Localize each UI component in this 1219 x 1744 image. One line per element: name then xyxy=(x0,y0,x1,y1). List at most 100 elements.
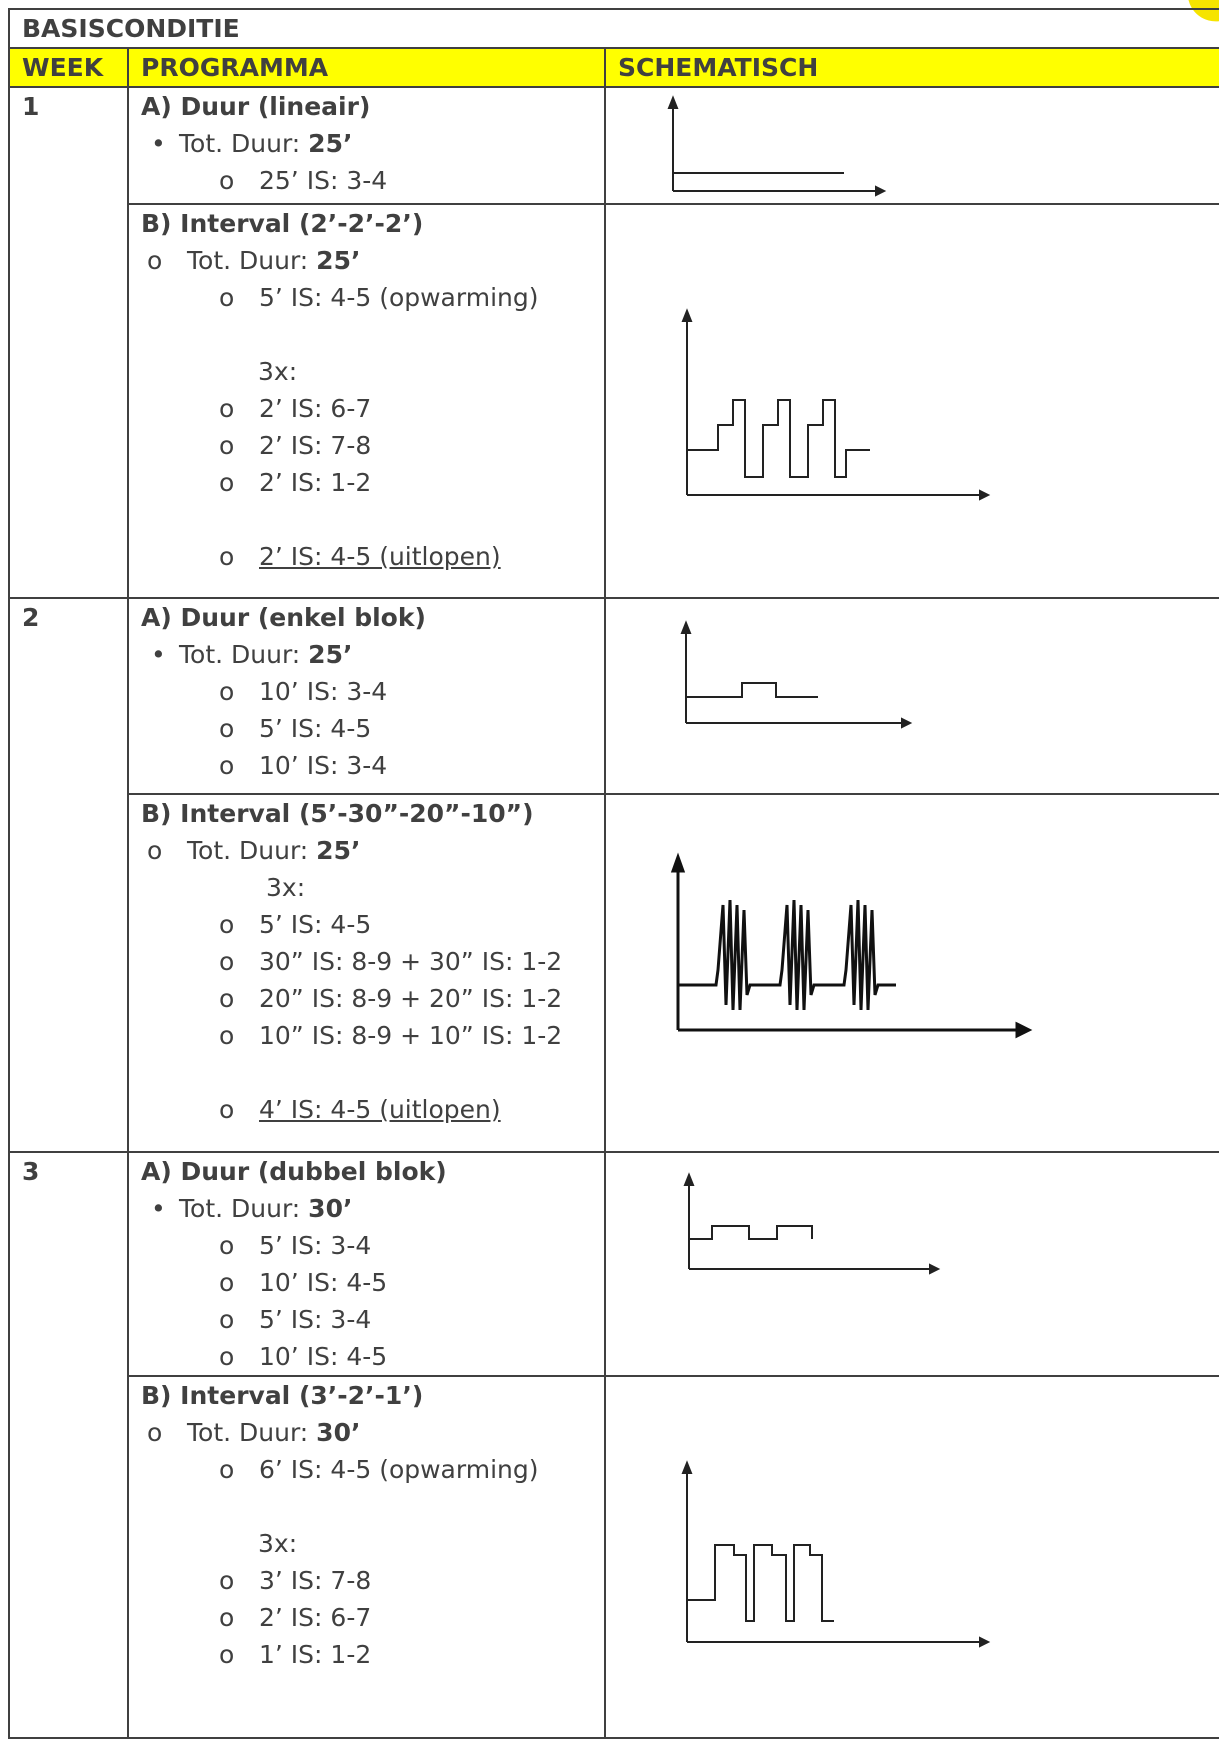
item-text: 5’ IS: 3-4 xyxy=(259,1305,372,1334)
item-text: 5’ IS: 4-5 (opwarming) xyxy=(259,283,539,312)
list-item: o 5’ IS: 4-5 xyxy=(141,906,603,943)
session-title: A) Duur (enkel blok) xyxy=(141,603,426,632)
item-text: 25’ IS: 3-4 xyxy=(259,166,388,195)
session-title: B) Interval (5’-30”-20”-10”) xyxy=(141,799,534,828)
item-text: 10” IS: 8-9 + 10” IS: 1-2 xyxy=(259,1021,563,1050)
week-3-row-b: B) Interval (3’-2’-1’) o Tot. Duur: 30’ o… xyxy=(9,1375,1219,1739)
list-item: o 20” IS: 8-9 + 20” IS: 1-2 xyxy=(141,980,603,1017)
list-item: o 10” IS: 8-9 + 10” IS: 1-2 xyxy=(141,1017,603,1054)
list-item: o 2’ IS: 7-8 xyxy=(141,427,603,464)
item-text: 10’ IS: 4-5 xyxy=(259,1268,388,1297)
item-text: 4’ IS: 4-5 (uitlopen) xyxy=(259,1095,501,1124)
list-item: o 2’ IS: 4-5 (uitlopen) xyxy=(141,538,603,575)
schematic-cell xyxy=(603,793,1219,1153)
total-value: 30’ xyxy=(316,1418,361,1447)
circle-marker: o xyxy=(219,394,235,423)
item-text: 10’ IS: 4-5 xyxy=(259,1342,388,1371)
circle-marker: o xyxy=(147,246,163,275)
total-line: o Tot. Duur: 30’ xyxy=(141,1414,603,1451)
circle-marker: o xyxy=(219,910,235,939)
list-item: o 5’ IS: 4-5 xyxy=(141,710,603,747)
list-item: o 5’ IS: 3-4 xyxy=(141,1301,603,1338)
total-label: Tot. Duur: xyxy=(179,129,309,158)
item-text: 30” IS: 8-9 + 30” IS: 1-2 xyxy=(259,947,563,976)
circle-marker: o xyxy=(219,1342,235,1371)
list-item: o 4’ IS: 4-5 (uitlopen) xyxy=(141,1091,603,1128)
circle-marker: o xyxy=(219,677,235,706)
schematic-cell xyxy=(603,1375,1219,1739)
total-label: Tot. Duur: xyxy=(187,836,317,865)
circle-marker: o xyxy=(219,1455,235,1484)
item-text: 2’ IS: 7-8 xyxy=(259,431,372,460)
schematic-cell xyxy=(603,1151,1219,1377)
spacer xyxy=(141,316,603,353)
list-item: o 25’ IS: 3-4 xyxy=(141,162,603,199)
header-week: WEEK xyxy=(8,47,129,88)
bullet-marker: • xyxy=(151,129,166,158)
item-text: 5’ IS: 4-5 xyxy=(259,910,372,939)
total-line: • Tot. Duur: 25’ xyxy=(141,125,603,162)
bullet-marker: • xyxy=(151,640,166,669)
session-title: B) Interval (2’-2’-2’) xyxy=(141,209,424,238)
total-label: Tot. Duur: xyxy=(187,1418,317,1447)
item-text: 2’ IS: 4-5 (uitlopen) xyxy=(259,542,501,571)
total-label: Tot. Duur: xyxy=(179,640,309,669)
schematic-cell xyxy=(603,203,1219,599)
spacer xyxy=(141,501,603,538)
session-title: B) Interval (3’-2’-1’) xyxy=(141,1381,424,1410)
circle-marker: o xyxy=(219,468,235,497)
circle-marker: o xyxy=(219,1566,235,1595)
item-text: 10’ IS: 3-4 xyxy=(259,751,388,780)
header-program: PROGRAMMA xyxy=(127,47,606,88)
circle-marker: o xyxy=(219,947,235,976)
circle-marker: o xyxy=(219,166,235,195)
item-text: 6’ IS: 4-5 (opwarming) xyxy=(259,1455,539,1484)
circle-marker: o xyxy=(219,542,235,571)
circle-marker: o xyxy=(147,836,163,865)
spacer xyxy=(141,1488,603,1525)
banner-title: BASISCONDITIE xyxy=(7,8,1219,49)
schematic-graph-linear xyxy=(667,95,887,197)
total-value: 30’ xyxy=(308,1194,353,1223)
item-text: 2’ IS: 6-7 xyxy=(259,1603,372,1632)
program-cell: A) Duur (lineair) • Tot. Duur: 25’ o 25’ I… xyxy=(127,86,606,205)
repeat-label: 3x: xyxy=(258,357,298,386)
schematic-graph-interval-bursts xyxy=(670,852,1033,1039)
repeat-label: 3x: xyxy=(266,873,306,902)
total-line: • Tot. Duur: 25’ xyxy=(141,636,603,673)
week-number: 2 xyxy=(8,597,129,1153)
week-1-row-b: B) Interval (2’-2’-2’) o Tot. Duur: 25’ o… xyxy=(9,203,1219,599)
circle-marker: o xyxy=(147,1418,163,1447)
list-item: o 10’ IS: 3-4 xyxy=(141,673,603,710)
item-text: 2’ IS: 6-7 xyxy=(259,394,372,423)
schedule-table: BASISCONDITIE WEEK PROGRAMMA SCHEMATISCH… xyxy=(7,8,1219,1739)
header-row: WEEK PROGRAMMA SCHEMATISCH xyxy=(8,47,1219,88)
circle-marker: o xyxy=(219,1305,235,1334)
schematic-cell xyxy=(603,86,1219,205)
total-label: Tot. Duur: xyxy=(179,1194,309,1223)
bullet-marker: • xyxy=(151,1194,166,1223)
list-item: o 2’ IS: 6-7 xyxy=(141,390,603,427)
program-cell: B) Interval (2’-2’-2’) o Tot. Duur: 25’ o… xyxy=(127,203,606,599)
total-line: o Tot. Duur: 25’ xyxy=(141,832,603,869)
item-text: 1’ IS: 1-2 xyxy=(259,1640,372,1669)
item-text: 10’ IS: 3-4 xyxy=(259,677,388,706)
schematic-graph-double-block xyxy=(683,1172,941,1275)
circle-marker: o xyxy=(219,431,235,460)
schematic-graph-interval xyxy=(681,308,991,501)
week-2-row-a: 2 A) Duur (enkel blok) • Tot. Duur: 25’ o… xyxy=(8,597,1219,1153)
circle-marker: o xyxy=(219,984,235,1013)
week-number: 1 xyxy=(8,86,129,599)
total-value: 25’ xyxy=(316,246,361,275)
schematic-cell xyxy=(603,597,1219,795)
total-line: o Tot. Duur: 25’ xyxy=(141,242,603,279)
list-item: o 10’ IS: 3-4 xyxy=(141,747,603,784)
circle-marker: o xyxy=(219,1268,235,1297)
circle-marker: o xyxy=(219,1603,235,1632)
circle-marker: o xyxy=(219,1095,235,1124)
total-value: 25’ xyxy=(316,836,361,865)
schematic-graph-single-block xyxy=(680,620,913,729)
item-text: 5’ IS: 3-4 xyxy=(259,1231,372,1260)
item-text: 5’ IS: 4-5 xyxy=(259,714,372,743)
